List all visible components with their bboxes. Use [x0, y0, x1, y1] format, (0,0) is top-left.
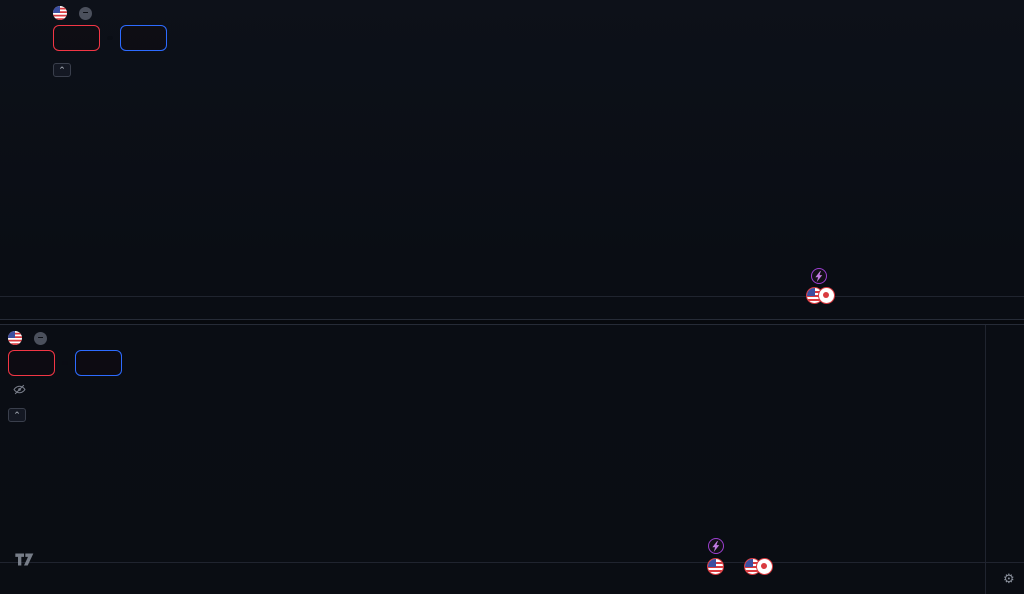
- panel-divider[interactable]: [0, 319, 1024, 325]
- daily-price-axis-separator: [985, 325, 986, 594]
- buy-button[interactable]: [120, 25, 167, 51]
- sell-button[interactable]: [53, 25, 100, 51]
- market-status-icon[interactable]: –: [79, 6, 92, 20]
- daily-panel-header: –: [8, 331, 122, 422]
- buy-button[interactable]: [75, 350, 122, 376]
- daily-time-axis-separator: [0, 562, 1024, 563]
- event-flag-us-icon[interactable]: [707, 558, 724, 575]
- spread-value: [62, 361, 68, 365]
- event-flags-icon[interactable]: [806, 287, 835, 304]
- weekly-panel-header: – ⌃: [53, 6, 167, 77]
- event-flags-icon[interactable]: [744, 558, 773, 575]
- volume-indicator-row[interactable]: [8, 383, 122, 396]
- tradingview-logo[interactable]: [14, 552, 38, 572]
- time-axis-settings-gear-icon[interactable]: ⚙: [1003, 571, 1015, 586]
- symbol-icon: [53, 6, 67, 20]
- collapse-indicators-button[interactable]: ⌃: [8, 408, 26, 422]
- visibility-off-icon[interactable]: [13, 383, 26, 396]
- event-lightning-icon[interactable]: [708, 538, 724, 554]
- sell-button[interactable]: [8, 350, 55, 376]
- market-status-icon[interactable]: –: [34, 331, 47, 345]
- weekly-time-axis-separator: [0, 296, 1024, 297]
- spread-value: [107, 36, 113, 40]
- event-lightning-icon[interactable]: [811, 268, 827, 284]
- collapse-indicators-button[interactable]: ⌃: [53, 63, 71, 77]
- symbol-icon: [8, 331, 22, 345]
